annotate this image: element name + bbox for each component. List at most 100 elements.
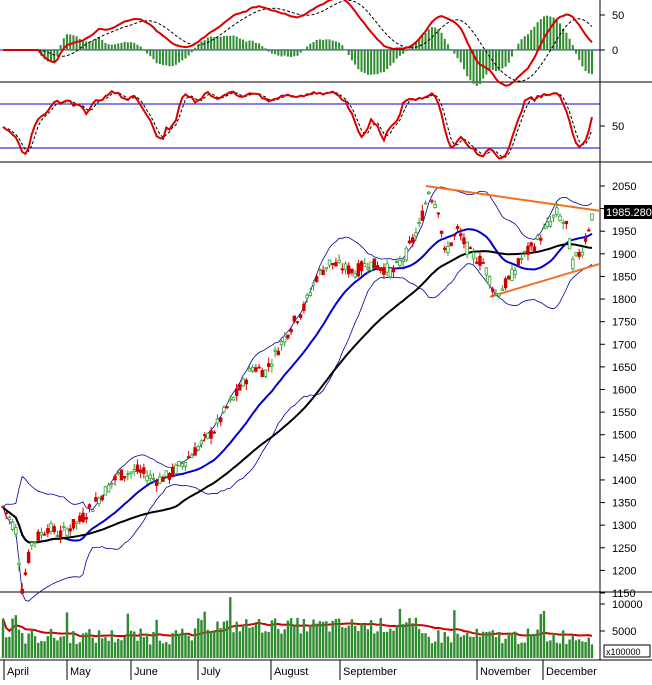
volume-bar [27,633,30,658]
macd-hist-bar [584,50,587,71]
candle-body [292,315,296,322]
volume-bar [158,640,162,658]
volume-bar [427,636,430,658]
candle-body [452,234,457,237]
macd-hist-bar [88,41,91,51]
macd-hist-bar [168,50,171,67]
candle-body [465,241,469,255]
x-tick-label: August [274,666,308,678]
macd-hist-bar [350,50,353,61]
macd-hist-bar [520,39,523,51]
macd-hist-bar [552,17,555,51]
candle-body [49,522,53,532]
candle-body [353,273,357,278]
macd-hist-bar [43,50,46,60]
candle-body [481,262,485,264]
candle-body [500,288,505,292]
macd-hist-bar [120,42,123,51]
volume-bar [488,631,491,658]
macd-hist-bar [591,50,593,75]
candle-body [446,246,450,254]
candle-body [484,267,489,276]
moving-average-short [2,228,593,544]
volume-bar [209,632,213,658]
x-axis: April May June July August September November D… [3,660,597,680]
candle-body [561,221,565,224]
candle-body [513,270,517,275]
volume-bar [469,636,472,658]
volume-bar [443,632,446,658]
macd-hist-bar [549,16,552,51]
macd-hist-bar [360,50,363,72]
volume-bar [193,628,197,658]
volume-bar [376,631,379,658]
macd-hist-bar [226,35,229,51]
y-tick-label: 1300 [612,520,636,532]
candle-body [106,484,111,493]
volume-bar [357,630,360,658]
volume-bar [475,628,478,658]
volume-bar [37,642,40,658]
candle-body [26,551,31,563]
candle-body [321,269,325,276]
candle-body [395,261,399,263]
y-tick-label: 1350 [612,498,636,510]
volume-bar [337,618,341,658]
volume-unit-box [603,644,651,658]
volume-bar [101,638,104,658]
volume-bar [277,628,280,658]
volume-bar [78,642,82,658]
candle-body [340,268,345,271]
candle-body [132,469,136,473]
macd-hist-bar [216,36,219,51]
volume-bar [17,629,21,658]
candle-body [71,518,76,529]
volume-bar [85,632,88,658]
candle-body [369,261,373,271]
y-tick-label: 1700 [612,339,636,351]
macd-hist-bar [501,50,504,69]
candle-body [170,466,175,476]
macd-hist-bar [190,50,193,53]
candle-body [507,275,511,280]
volume-bar [155,619,158,658]
volume-bar [174,630,178,658]
macd-hist-bar [254,42,257,51]
volume-bar [417,629,421,658]
candle-body [36,531,40,541]
candle-body [126,473,130,476]
candle-body [52,526,56,532]
volume-bar [104,637,107,658]
x-tick-label: November [480,666,531,678]
candle-body [250,366,255,372]
volume-bar [318,621,322,658]
macd-hist-bar [363,50,366,74]
volume-bar [46,636,50,658]
panel-frames [0,0,652,661]
candle-body [359,261,364,272]
volume-bar [491,630,494,658]
candle-body [84,517,88,520]
volume-bar [430,643,434,658]
candle-body [414,232,418,237]
volume-bar [97,630,101,658]
last-price-label: 1985.280 [606,207,652,219]
candle-body [87,504,92,508]
volume-bar [504,638,507,658]
macd-hist-bar [418,39,421,51]
volume-bar [235,621,238,658]
candle-body [289,328,293,333]
candle-body [273,349,277,352]
candle-body [33,541,37,544]
volume-bar [590,644,594,658]
candle-body [199,440,204,445]
candle-body [94,497,98,502]
candle-body [158,476,162,484]
volume-bar [561,630,565,658]
macd-hist-bar [56,50,59,56]
macd-hist-bar [322,40,325,51]
volume-bar [43,641,46,658]
y-tick-label: 1250 [612,543,636,555]
macd-hist-bar [472,50,475,84]
macd-hist-bar [286,50,289,57]
